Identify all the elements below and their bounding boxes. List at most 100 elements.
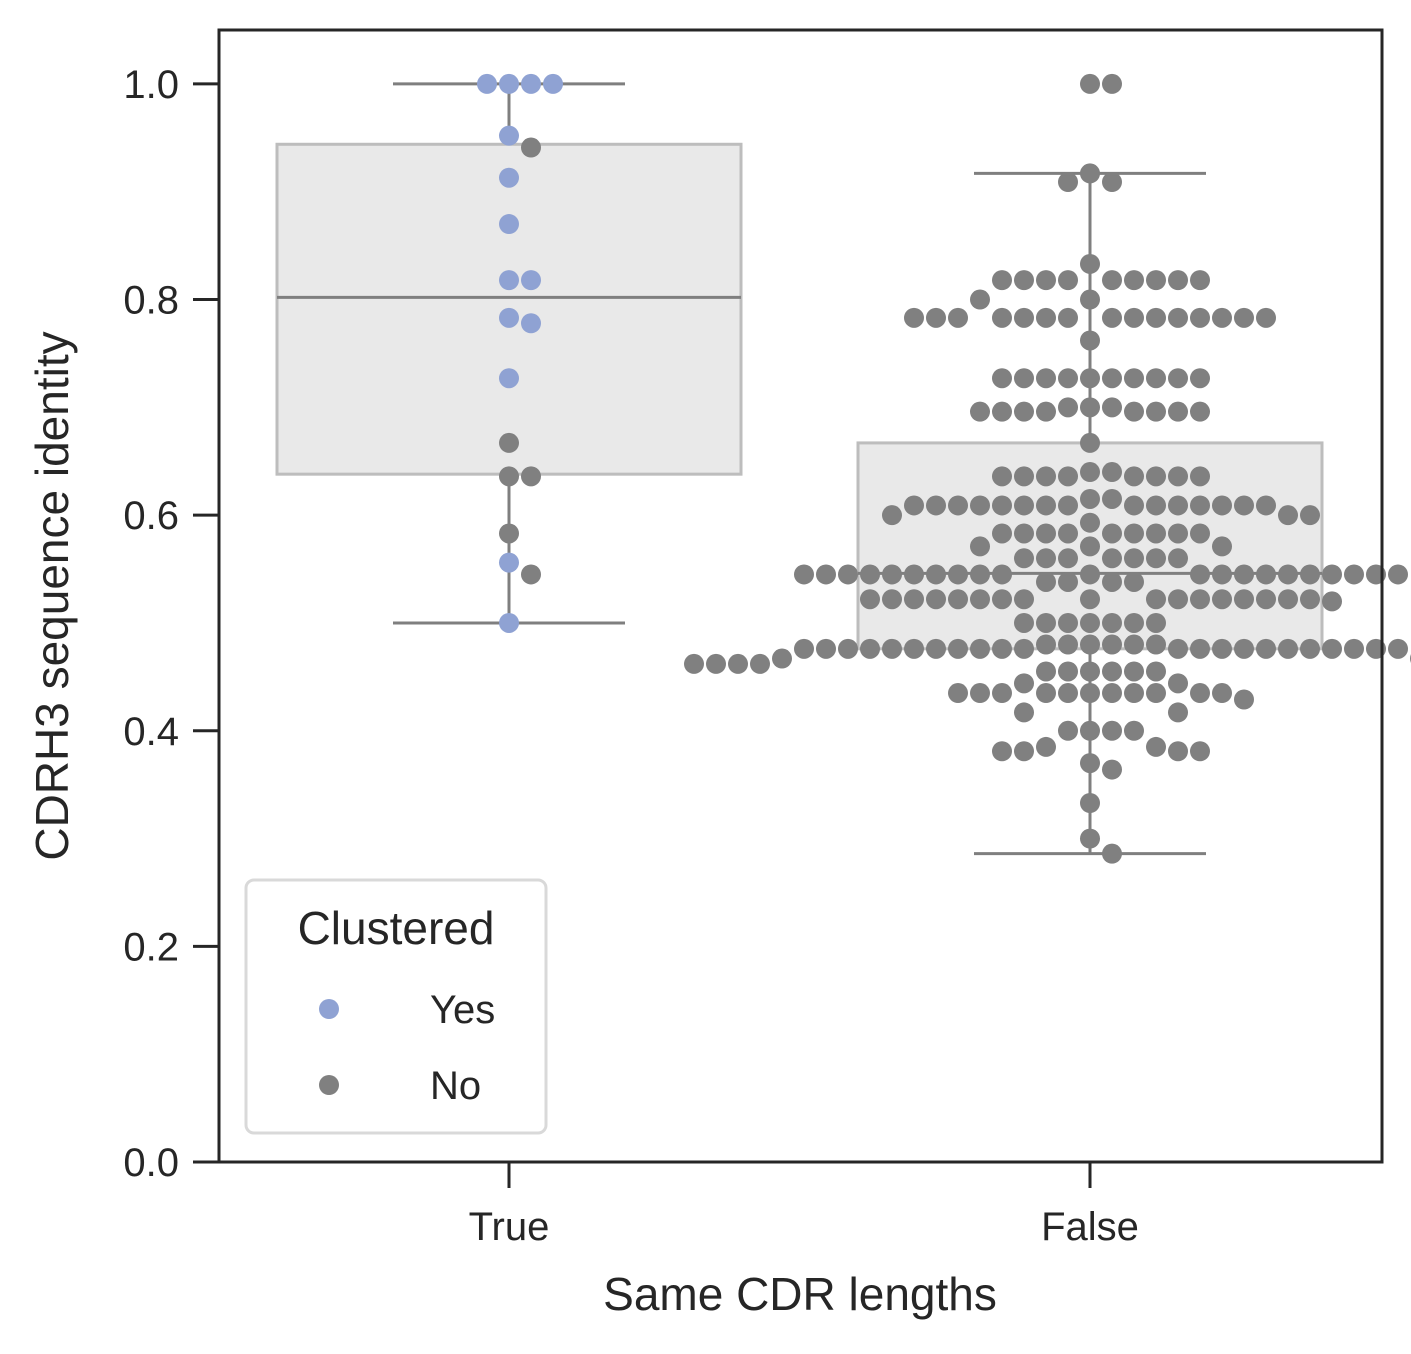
point-false-no bbox=[1058, 571, 1078, 592]
point-false-no bbox=[1102, 571, 1122, 592]
point-false-no bbox=[948, 307, 968, 328]
point-false-no bbox=[860, 564, 880, 585]
point-false-no bbox=[1124, 270, 1144, 291]
point-false-no bbox=[1146, 401, 1166, 422]
point-false-no bbox=[1256, 307, 1276, 328]
point-false-no bbox=[1300, 564, 1320, 585]
point-false-no bbox=[1102, 462, 1122, 483]
point-false-no bbox=[992, 683, 1012, 704]
point-false-no bbox=[1124, 401, 1144, 422]
point-false-no bbox=[1234, 589, 1254, 610]
point-false-no bbox=[1080, 330, 1100, 351]
point-false-no bbox=[1344, 638, 1364, 659]
point-false-no bbox=[1080, 488, 1100, 509]
point-false-no bbox=[816, 564, 836, 585]
point-false-no bbox=[970, 536, 990, 557]
point-false-no bbox=[1322, 564, 1342, 585]
point-false-no bbox=[992, 495, 1012, 516]
point-false-no bbox=[1080, 253, 1100, 274]
point-false-no bbox=[1102, 307, 1122, 328]
point-false-no bbox=[904, 638, 924, 659]
point-false-no bbox=[1190, 495, 1210, 516]
point-false-no bbox=[882, 505, 902, 526]
point-false-no bbox=[1168, 702, 1188, 723]
point-false-no bbox=[992, 466, 1012, 487]
point-false-no bbox=[1212, 638, 1232, 659]
point-false-no bbox=[1102, 488, 1122, 509]
point-false-no bbox=[794, 638, 814, 659]
point-false-no bbox=[1124, 495, 1144, 516]
point-false-no bbox=[1146, 683, 1166, 704]
point-false-no bbox=[926, 589, 946, 610]
point-false-no bbox=[1058, 307, 1078, 328]
legend-marker-no bbox=[319, 1075, 339, 1095]
axes-layer: 0.0 0.2 0.4 0.6 0.8 1.0 True False bbox=[123, 28, 1384, 1249]
point-false-no bbox=[1124, 548, 1144, 569]
point-false-no bbox=[1014, 741, 1034, 762]
point-false-no bbox=[992, 741, 1012, 762]
point-false-no bbox=[1344, 564, 1364, 585]
point-false-no bbox=[1212, 307, 1232, 328]
point-false-no bbox=[992, 270, 1012, 291]
point-false-no bbox=[1168, 638, 1188, 659]
point-false-no bbox=[992, 368, 1012, 389]
point-false-no bbox=[1014, 548, 1034, 569]
point-false-no bbox=[970, 589, 990, 610]
point-false-no bbox=[1234, 638, 1254, 659]
legend-label-no: No bbox=[430, 1064, 481, 1108]
point-false-no bbox=[1146, 661, 1166, 682]
point-true-no bbox=[499, 432, 519, 453]
swarm-points-layer bbox=[477, 73, 1411, 864]
point-false-no bbox=[1124, 523, 1144, 544]
point-false-no bbox=[1168, 307, 1188, 328]
point-false-no bbox=[1190, 270, 1210, 291]
point-false-no bbox=[1146, 495, 1166, 516]
point-false-no bbox=[728, 653, 748, 674]
y-tick-label: 1.0 bbox=[123, 63, 179, 107]
point-false-no bbox=[1102, 73, 1122, 94]
point-false-no bbox=[1278, 638, 1298, 659]
point-false-no bbox=[992, 589, 1012, 610]
point-false-no bbox=[1014, 401, 1034, 422]
point-false-no bbox=[1036, 634, 1056, 655]
y-tick-label: 0.6 bbox=[123, 494, 179, 538]
point-false-no bbox=[1014, 495, 1034, 516]
point-false-no bbox=[1190, 523, 1210, 544]
point-false-no bbox=[948, 564, 968, 585]
point-false-no bbox=[1080, 536, 1100, 557]
point-false-no bbox=[1256, 564, 1276, 585]
point-false-no bbox=[1146, 466, 1166, 487]
legend-frame bbox=[244, 878, 548, 1135]
point-false-no bbox=[1080, 720, 1100, 741]
x-tick-label: True bbox=[469, 1205, 550, 1249]
point-false-no bbox=[1036, 683, 1056, 704]
point-true-yes bbox=[477, 73, 497, 94]
point-true-no bbox=[521, 137, 541, 158]
point-false-no bbox=[750, 653, 770, 674]
point-false-no bbox=[1190, 589, 1210, 610]
point-false-no bbox=[1102, 759, 1122, 780]
point-false-no bbox=[1036, 736, 1056, 757]
point-false-no bbox=[860, 589, 880, 610]
point-false-no bbox=[1058, 495, 1078, 516]
point-false-no bbox=[1146, 523, 1166, 544]
point-false-no bbox=[1190, 401, 1210, 422]
point-false-no bbox=[1102, 172, 1122, 193]
point-false-no bbox=[1058, 523, 1078, 544]
x-axis-title: Same CDR lengths bbox=[603, 1268, 997, 1320]
point-false-no bbox=[1058, 548, 1078, 569]
point-false-no bbox=[1036, 571, 1056, 592]
point-false-no bbox=[1124, 368, 1144, 389]
point-false-no bbox=[1080, 432, 1100, 453]
point-false-no bbox=[1014, 523, 1034, 544]
point-false-no bbox=[1080, 368, 1100, 389]
point-false-no bbox=[1168, 673, 1188, 694]
point-false-no bbox=[1388, 564, 1408, 585]
y-tick-label: 0.8 bbox=[123, 279, 179, 323]
plot-frame bbox=[217, 28, 1384, 1164]
point-false-no bbox=[1212, 564, 1232, 585]
point-false-no bbox=[1168, 495, 1188, 516]
point-false-no bbox=[1168, 368, 1188, 389]
point-false-no bbox=[1322, 591, 1342, 612]
